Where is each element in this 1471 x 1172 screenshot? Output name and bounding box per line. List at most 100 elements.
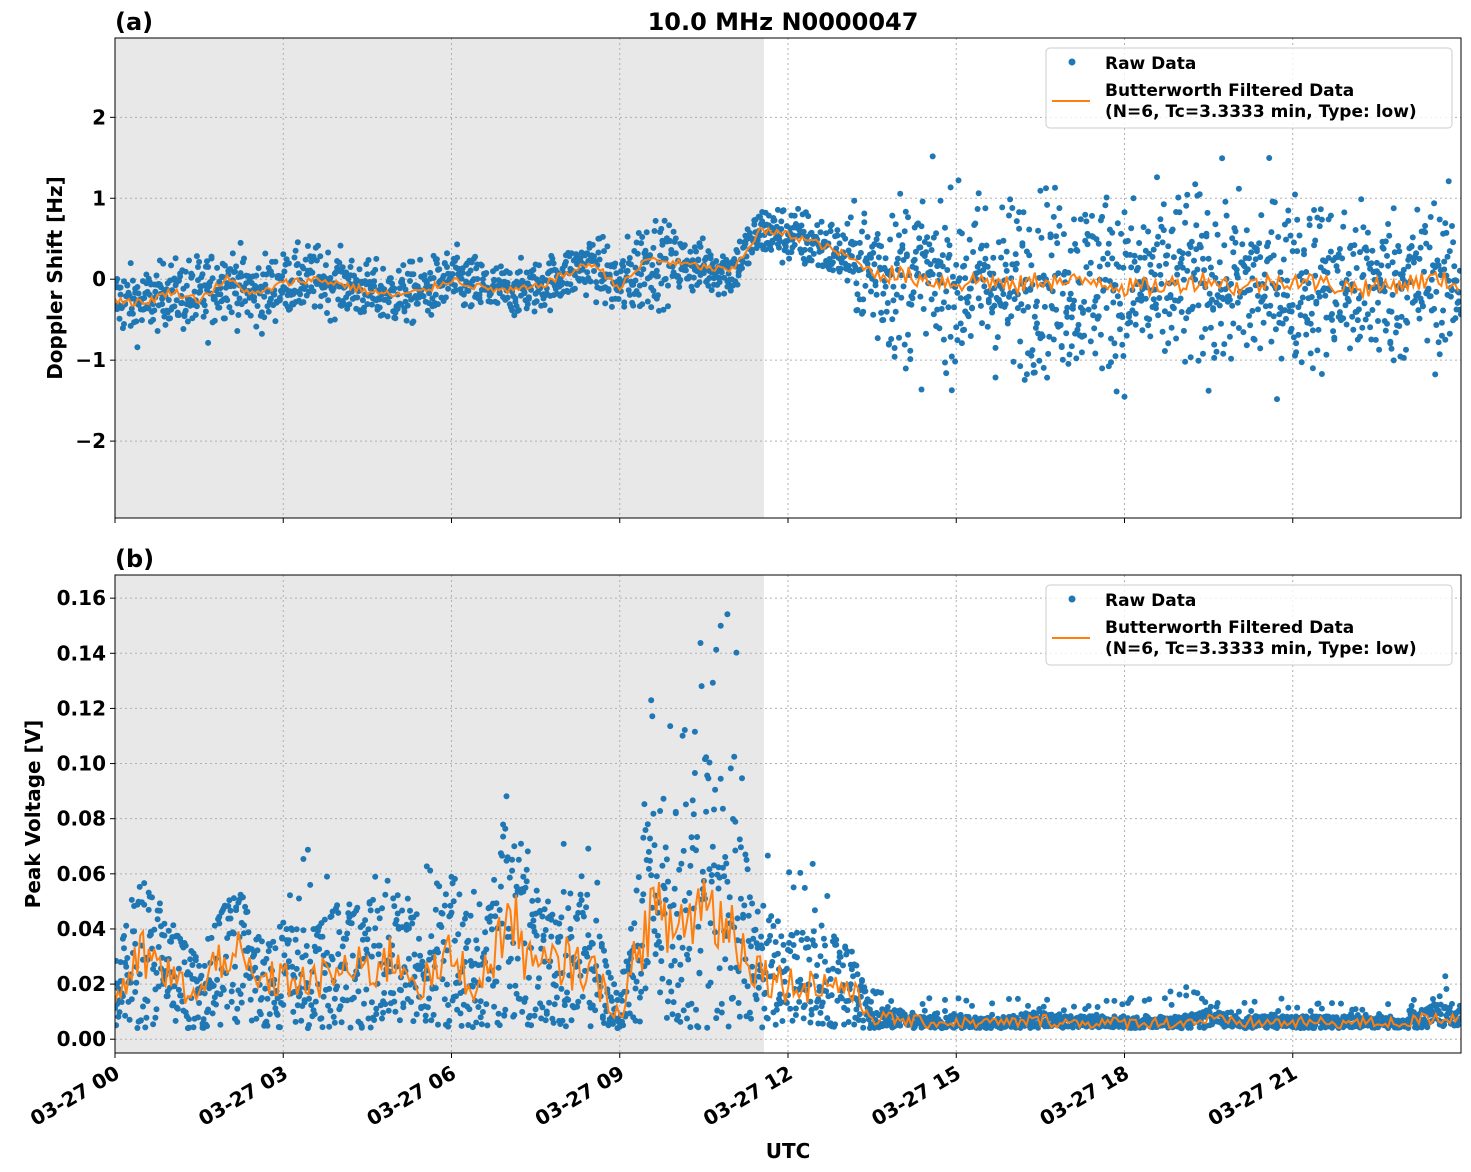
raw-point <box>693 248 699 255</box>
raw-point <box>599 1013 606 1020</box>
raw-point <box>1026 226 1033 233</box>
raw-point <box>628 261 634 268</box>
raw-point <box>1456 1002 1461 1009</box>
raw-point <box>1258 212 1265 219</box>
raw-point <box>493 265 500 272</box>
raw-point <box>276 1024 283 1031</box>
raw-point <box>181 959 188 966</box>
raw-point <box>1410 996 1417 1003</box>
raw-point <box>1392 329 1399 336</box>
raw-point <box>1126 313 1132 320</box>
raw-point <box>924 234 931 241</box>
raw-point <box>845 1019 852 1025</box>
raw-point <box>1109 229 1116 236</box>
raw-point <box>953 261 960 268</box>
raw-point <box>1290 334 1297 341</box>
raw-point <box>967 333 974 339</box>
raw-point <box>1060 1007 1067 1014</box>
raw-point <box>1250 261 1257 268</box>
raw-point <box>1164 252 1171 259</box>
raw-point <box>1138 292 1145 299</box>
raw-point <box>1389 291 1396 298</box>
raw-point <box>902 365 909 372</box>
raw-point <box>1052 184 1058 191</box>
raw-point <box>1026 252 1033 259</box>
raw-point <box>132 940 139 947</box>
raw-point <box>647 835 653 842</box>
raw-point <box>641 281 648 288</box>
raw-point <box>324 310 330 316</box>
raw-point <box>1343 321 1350 328</box>
raw-point <box>848 966 855 973</box>
raw-point <box>854 307 861 313</box>
raw-point <box>1391 249 1398 256</box>
raw-point <box>528 1022 535 1029</box>
raw-point <box>735 1000 742 1006</box>
raw-point <box>862 988 869 995</box>
raw-point <box>1067 247 1074 254</box>
raw-point <box>1103 305 1110 311</box>
raw-point <box>1400 266 1407 273</box>
raw-point <box>524 301 531 308</box>
raw-point <box>1274 396 1280 403</box>
raw-point <box>1340 315 1347 322</box>
raw-point <box>339 264 346 271</box>
raw-point <box>117 291 124 298</box>
raw-point <box>1309 327 1316 334</box>
raw-point <box>1301 247 1307 254</box>
raw-point <box>1180 327 1187 334</box>
raw-point <box>186 257 192 264</box>
raw-point <box>739 265 745 272</box>
raw-point <box>354 294 361 301</box>
raw-point <box>969 305 975 312</box>
raw-point <box>550 260 557 267</box>
raw-point <box>433 260 440 267</box>
raw-point <box>1358 196 1365 203</box>
raw-point <box>511 843 518 850</box>
raw-point <box>428 311 435 318</box>
raw-point <box>1437 1011 1444 1018</box>
raw-point <box>217 991 224 998</box>
raw-point <box>422 1012 429 1019</box>
raw-point <box>625 963 632 970</box>
raw-point <box>1414 206 1421 213</box>
raw-point <box>1351 242 1358 249</box>
raw-point <box>1295 331 1302 338</box>
raw-point <box>591 253 597 260</box>
y-tick-label: 2 <box>92 105 106 129</box>
raw-point <box>1174 264 1181 271</box>
raw-point <box>482 929 489 936</box>
raw-point <box>262 250 269 257</box>
raw-point <box>583 292 590 299</box>
raw-point <box>638 240 645 247</box>
raw-point <box>530 923 537 930</box>
raw-point <box>1303 331 1310 338</box>
raw-point <box>681 242 688 249</box>
raw-point <box>1046 333 1053 340</box>
raw-point <box>647 252 653 259</box>
raw-point <box>1233 266 1240 273</box>
raw-point <box>791 241 798 248</box>
raw-point <box>1255 306 1261 313</box>
raw-point <box>696 969 703 976</box>
raw-point <box>170 1000 177 1007</box>
raw-point <box>958 230 965 237</box>
raw-point <box>224 1003 231 1010</box>
raw-point <box>743 856 750 863</box>
raw-point <box>264 288 271 295</box>
raw-point <box>467 267 474 274</box>
raw-point <box>758 933 765 940</box>
raw-point <box>798 937 805 943</box>
raw-point <box>1441 266 1448 273</box>
raw-point <box>1030 362 1037 368</box>
raw-point <box>1362 316 1369 323</box>
plot-area <box>115 153 1461 403</box>
raw-point <box>677 961 684 968</box>
raw-point <box>642 827 649 833</box>
raw-point <box>1003 248 1010 255</box>
raw-point <box>1140 224 1147 231</box>
raw-point <box>495 964 502 971</box>
raw-point <box>427 867 434 874</box>
raw-point <box>534 897 541 904</box>
raw-point <box>1169 226 1176 233</box>
